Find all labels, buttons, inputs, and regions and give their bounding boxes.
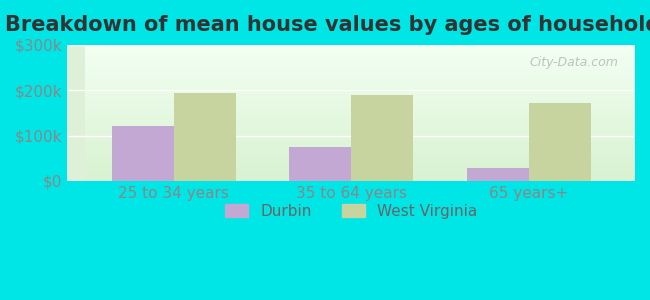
Bar <box>174 93 236 181</box>
Text: City-Data.com: City-Data.com <box>529 56 618 69</box>
Bar <box>289 147 351 181</box>
Bar <box>351 95 413 181</box>
Title: Breakdown of mean house values by ages of householders: Breakdown of mean house values by ages o… <box>5 15 650 35</box>
Bar <box>528 103 591 181</box>
Legend: Durbin, West Virginia: Durbin, West Virginia <box>219 198 484 225</box>
Bar <box>467 168 528 181</box>
Bar <box>112 127 174 181</box>
